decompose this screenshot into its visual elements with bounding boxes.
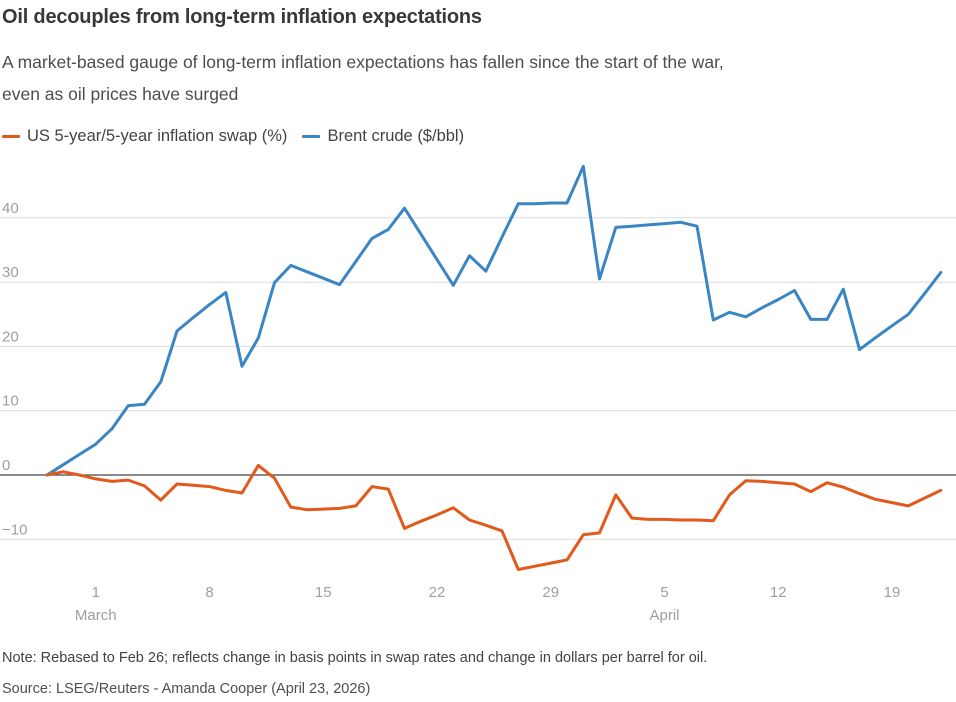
legend-label-brent-crude: Brent crude ($/bbl) bbox=[327, 127, 465, 145]
y-tick-label: 30 bbox=[2, 264, 19, 281]
legend-label-inflation-swap: US 5-year/5-year inflation swap (%) bbox=[27, 127, 288, 145]
page-title: Oil decouples from long-term inflation e… bbox=[2, 6, 482, 28]
y-tick-label: 40 bbox=[2, 200, 19, 217]
x-tick-label: 22 bbox=[429, 584, 446, 601]
inflation-swap-line-swatch bbox=[2, 134, 20, 139]
chart-legend: US 5-year/5-year inflation swap (%) Bren… bbox=[2, 127, 464, 146]
chart-note: Note: Rebased to Feb 26; reflects change… bbox=[2, 650, 708, 666]
y-tick-label: −10 bbox=[2, 521, 27, 538]
legend-item-inflation-swap: US 5-year/5-year inflation swap (%) bbox=[2, 127, 287, 146]
x-tick-label: 8 bbox=[205, 584, 213, 601]
x-tick-label: 19 bbox=[884, 584, 901, 601]
x-tick-label: 29 bbox=[542, 584, 559, 601]
x-tick-label: 15 bbox=[315, 584, 332, 601]
y-tick-label: 10 bbox=[2, 393, 19, 410]
x-tick-label: 5 bbox=[660, 584, 668, 601]
x-month-label: March bbox=[75, 607, 117, 624]
subtitle-line-1: A market-based gauge of long-term inflat… bbox=[2, 52, 724, 72]
inflation-swap-line bbox=[45, 463, 943, 571]
subtitle-line-2: even as oil prices have surged bbox=[2, 84, 239, 104]
brent-crude-line-swatch bbox=[302, 134, 321, 139]
x-month-label: April bbox=[649, 607, 679, 624]
y-tick-label: 20 bbox=[2, 328, 19, 345]
chart-source: Source: LSEG/Reuters - Amanda Cooper (Ap… bbox=[2, 681, 371, 697]
brent-crude-line bbox=[45, 164, 943, 477]
y-tick-label: 0 bbox=[2, 457, 10, 474]
legend-item-brent-crude: Brent crude ($/bbl) bbox=[302, 127, 464, 146]
chart-subtitle: A market-based gauge of long-term inflat… bbox=[2, 46, 724, 110]
x-tick-label: 1 bbox=[92, 584, 100, 601]
x-tick-label: 12 bbox=[770, 584, 787, 601]
